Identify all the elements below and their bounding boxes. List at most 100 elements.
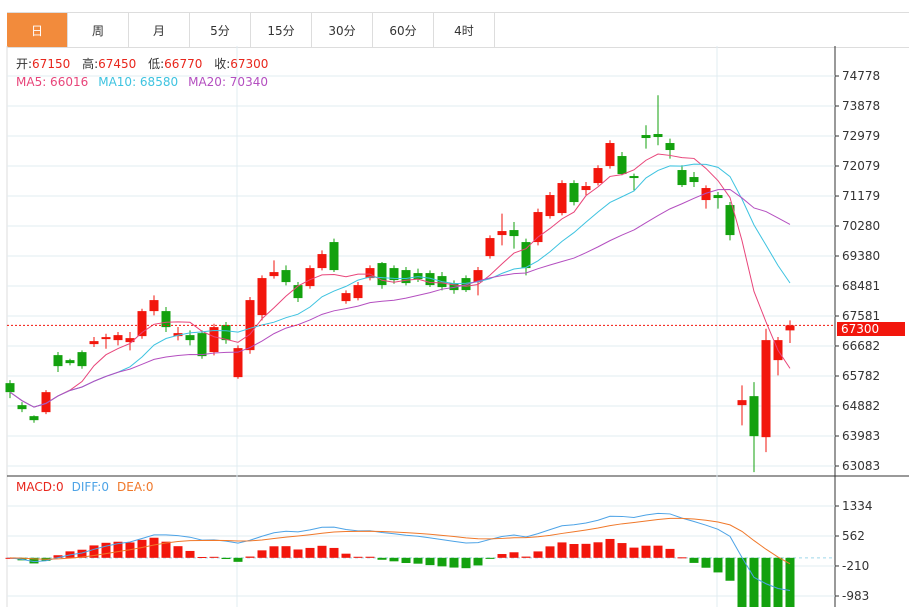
candle-body bbox=[449, 283, 459, 291]
macd-bar bbox=[161, 541, 171, 558]
candle-body bbox=[113, 335, 123, 341]
macd-bar bbox=[725, 557, 735, 581]
macd-bar bbox=[677, 557, 687, 559]
price-tick-label: 72979 bbox=[842, 129, 880, 143]
price-tick-label: 72079 bbox=[842, 159, 880, 173]
candle-body bbox=[305, 268, 315, 287]
macd-bar bbox=[473, 557, 483, 566]
candle-body bbox=[785, 325, 795, 331]
candle-body bbox=[17, 405, 27, 410]
candle-body bbox=[749, 396, 759, 437]
high-label: 高: bbox=[82, 57, 99, 71]
ma10-legend: MA10: 68580 bbox=[98, 75, 179, 89]
high-value: 67450 bbox=[98, 57, 137, 71]
candle-body bbox=[77, 352, 87, 367]
candle-body bbox=[545, 195, 555, 217]
macd-bar bbox=[245, 556, 255, 558]
candle-body bbox=[65, 360, 75, 364]
macd-bar bbox=[89, 545, 99, 558]
candle-body bbox=[125, 338, 135, 343]
candle-body bbox=[185, 335, 195, 341]
ma20-line bbox=[9, 188, 791, 408]
tab-2[interactable]: 月 bbox=[129, 13, 190, 47]
candle-body bbox=[137, 311, 147, 337]
macd-bar bbox=[317, 545, 327, 558]
macd-bar bbox=[233, 557, 243, 562]
candle-body bbox=[53, 355, 63, 367]
macd-bar bbox=[437, 557, 447, 567]
candle-body bbox=[485, 238, 495, 257]
candle-body bbox=[713, 195, 723, 199]
macd-bar bbox=[653, 545, 663, 558]
macd-tick-label: 562 bbox=[842, 529, 865, 543]
macd-bar bbox=[461, 557, 471, 569]
macd-bar bbox=[209, 556, 219, 558]
tab-7[interactable]: 4时 bbox=[434, 13, 495, 47]
candle-body bbox=[149, 300, 159, 312]
tab-0[interactable]: 日 bbox=[7, 13, 68, 47]
macd-bar bbox=[53, 555, 63, 558]
macd-tick-label: -210 bbox=[842, 559, 869, 573]
macd-bar bbox=[353, 556, 363, 558]
candle-body bbox=[317, 254, 327, 269]
macd-bar bbox=[29, 557, 39, 564]
tab-3[interactable]: 5分 bbox=[190, 13, 251, 47]
macd-bar bbox=[425, 557, 435, 566]
macd-bar bbox=[341, 553, 351, 558]
price-tick-label: 65782 bbox=[842, 369, 880, 383]
low-label: 低: bbox=[148, 57, 165, 71]
macd-bar bbox=[101, 542, 111, 558]
candle-body bbox=[473, 270, 483, 283]
macd-bar bbox=[305, 547, 315, 558]
candle-body bbox=[497, 231, 507, 236]
macd-bar bbox=[185, 550, 195, 558]
dea-line bbox=[9, 517, 791, 565]
candle-body bbox=[521, 242, 531, 269]
macd-bar bbox=[737, 557, 747, 607]
macd-tick-label: 1334 bbox=[842, 499, 873, 513]
candle-body bbox=[461, 278, 471, 291]
candle-body bbox=[173, 333, 183, 337]
price-tick-label: 68481 bbox=[842, 279, 880, 293]
macd-bar bbox=[413, 557, 423, 564]
candle-body bbox=[197, 333, 207, 357]
dea-value: DEA:0 bbox=[117, 480, 154, 494]
tab-6[interactable]: 60分 bbox=[373, 13, 434, 47]
candle-body bbox=[533, 212, 543, 243]
macd-bar bbox=[149, 537, 159, 558]
macd-bar bbox=[749, 557, 759, 607]
macd-bar bbox=[581, 543, 591, 558]
macd-legend: MACD:0 DIFF:0 DEA:0 bbox=[16, 480, 154, 494]
macd-bar bbox=[785, 557, 795, 607]
candle-body bbox=[737, 400, 747, 406]
macd-bar bbox=[533, 551, 543, 558]
candle-body bbox=[101, 337, 111, 340]
macd-bar bbox=[629, 547, 639, 558]
candle-body bbox=[353, 285, 363, 299]
macd-bar bbox=[401, 557, 411, 564]
macd-bar bbox=[221, 557, 231, 560]
macd-bar bbox=[605, 538, 615, 558]
macd-bar bbox=[137, 539, 147, 558]
price-tick-label: 67581 bbox=[842, 309, 880, 323]
candle-body bbox=[677, 170, 687, 186]
candle-body bbox=[377, 263, 387, 286]
tab-5[interactable]: 30分 bbox=[312, 13, 373, 47]
candle-body bbox=[281, 270, 291, 283]
macd-bar bbox=[257, 550, 267, 558]
tab-4[interactable]: 15分 bbox=[251, 13, 312, 47]
macd-bar bbox=[485, 557, 495, 559]
tab-1[interactable]: 周 bbox=[68, 13, 129, 47]
candle-body bbox=[89, 341, 99, 345]
candle-body bbox=[257, 278, 267, 316]
macd-bar bbox=[77, 549, 87, 558]
current-price-tag: 67300 bbox=[837, 322, 905, 336]
ma10-line bbox=[9, 163, 791, 408]
candle-body bbox=[293, 285, 303, 299]
macd-value: MACD:0 bbox=[16, 480, 64, 494]
ma5-legend: MA5: 66016 bbox=[16, 75, 89, 89]
candle-body bbox=[557, 183, 567, 214]
open-value: 67150 bbox=[32, 57, 71, 71]
candle-body bbox=[161, 311, 171, 328]
